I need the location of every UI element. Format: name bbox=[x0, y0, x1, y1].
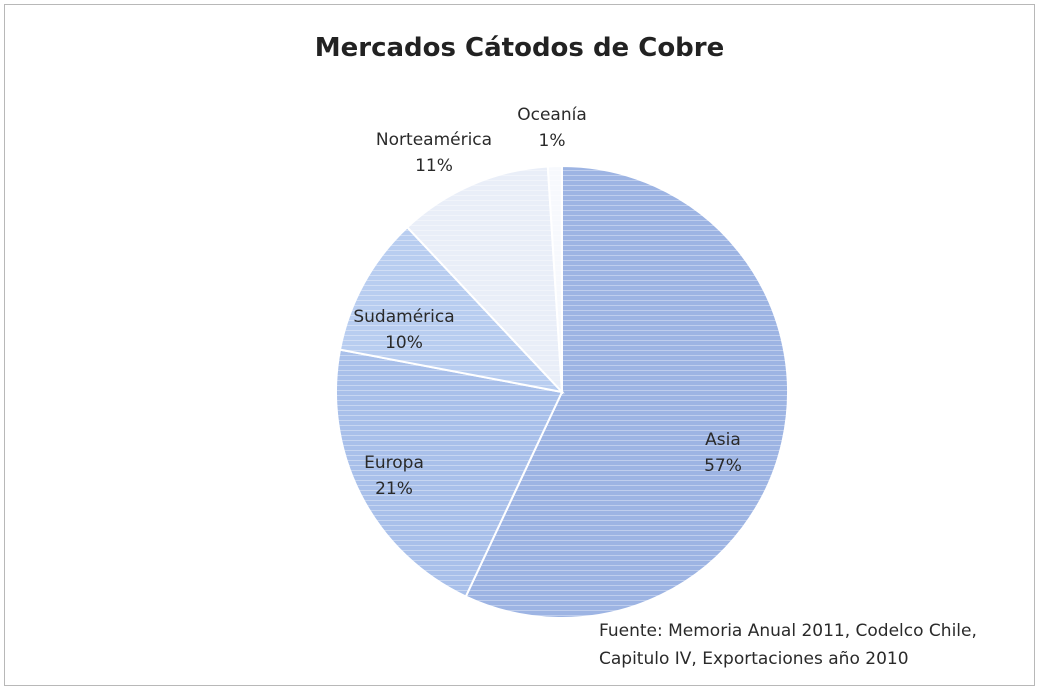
slice-name-norteamerica: Norteamérica bbox=[376, 130, 492, 150]
slice-value-oceania: 1% bbox=[539, 131, 566, 151]
pie-slice-texture-asia bbox=[465, 166, 789, 618]
slice-label-asia: Asia 57% bbox=[704, 430, 742, 476]
source-line-1: Fuente: Memoria Anual 2011, Codelco Chil… bbox=[599, 621, 977, 641]
slice-name-europa: Europa bbox=[364, 453, 424, 473]
slice-label-europa: Europa 21% bbox=[364, 453, 424, 499]
source-note: Fuente: Memoria Anual 2011, Codelco Chil… bbox=[599, 617, 977, 673]
slice-name-asia: Asia bbox=[705, 430, 741, 450]
slice-label-sudamerica: Sudamérica 10% bbox=[353, 307, 454, 353]
slice-name-sudamerica: Sudamérica bbox=[353, 307, 454, 327]
slice-label-norteamerica: Norteamérica 11% bbox=[376, 130, 492, 176]
pie-slice-texture-sudamerica bbox=[340, 227, 562, 392]
pie-labels: Asia 57% Europa 21% Sudamérica 10% Norteaméric… bbox=[353, 105, 742, 499]
slice-value-asia: 57% bbox=[704, 456, 742, 476]
slice-label-oceania: Oceanía 1% bbox=[517, 105, 587, 151]
chart-title: Mercados Cátodos de Cobre bbox=[314, 33, 725, 63]
slice-name-oceania: Oceanía bbox=[517, 105, 587, 125]
pie-chart: Asia 57% Europa 21% Sudamérica 10% Norteaméric… bbox=[335, 105, 789, 619]
slice-value-europa: 21% bbox=[375, 479, 413, 499]
pie-slices bbox=[335, 164, 789, 619]
slice-value-norteamerica: 11% bbox=[415, 156, 453, 176]
slice-value-sudamerica: 10% bbox=[385, 333, 423, 353]
source-line-2: Capitulo IV, Exportaciones año 2010 bbox=[599, 649, 909, 669]
pie-slice-texture-norteamerica bbox=[407, 166, 562, 392]
pie-slice-texture-oceania bbox=[547, 166, 562, 392]
pie-slice-texture-europa bbox=[336, 349, 562, 597]
chart-frame: Mercados Cátodos de Cobre Asia 57% Europa 2… bbox=[4, 4, 1035, 686]
